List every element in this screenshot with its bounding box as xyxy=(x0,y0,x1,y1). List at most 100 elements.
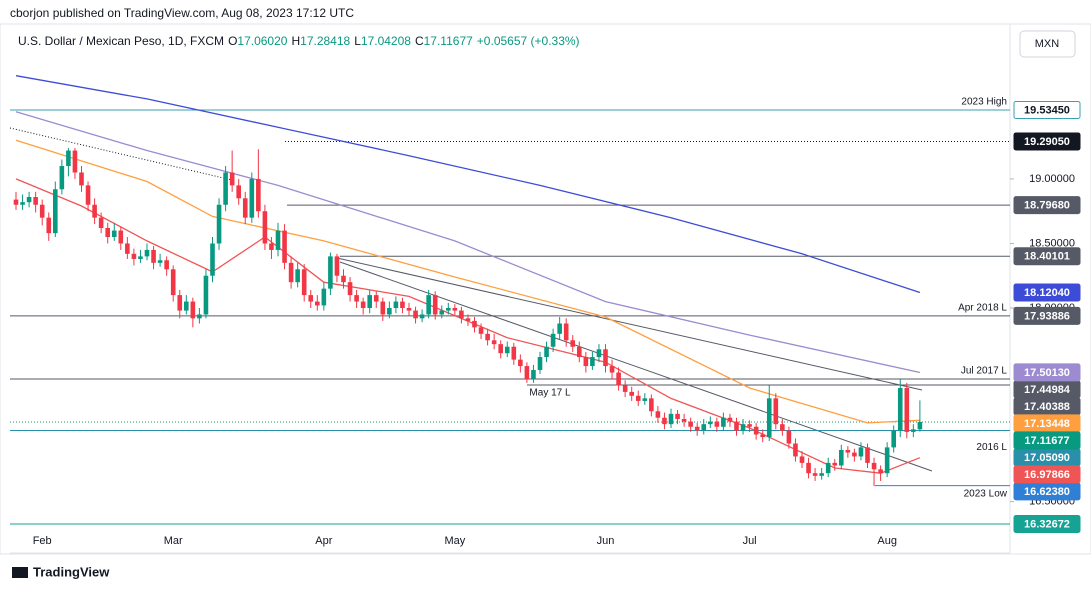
candle-body xyxy=(216,204,222,244)
price-label: 16.97866 xyxy=(1024,469,1070,481)
price-label-box xyxy=(1013,247,1081,266)
candle-body xyxy=(301,269,307,296)
price-label: 18.79680 xyxy=(1024,200,1070,212)
candle-body xyxy=(694,426,700,431)
candle-body xyxy=(432,295,438,315)
candle-body xyxy=(439,310,445,315)
candle-body xyxy=(256,178,261,212)
ohlc-value: 17.11677 xyxy=(424,34,473,48)
candle-body xyxy=(891,430,896,448)
candle-body xyxy=(321,288,327,306)
candle-body xyxy=(315,301,320,306)
logo xyxy=(12,567,28,578)
candle-body xyxy=(465,318,471,321)
candle-body xyxy=(649,398,654,412)
candle-body xyxy=(603,349,608,367)
candle-body xyxy=(839,449,844,466)
candle-body xyxy=(39,204,45,218)
candle-body xyxy=(727,417,733,422)
candle-body xyxy=(380,301,386,315)
candle-body xyxy=(616,372,621,386)
price-label-box xyxy=(1013,431,1081,450)
candle-body xyxy=(46,217,52,234)
candle-body xyxy=(308,295,314,302)
candle-body xyxy=(295,269,300,283)
candle-body xyxy=(550,333,556,347)
symbol: U.S. Dollar / Mexican Peso, 1D, FXCM xyxy=(18,34,224,48)
candle-body xyxy=(806,462,811,474)
candle-body xyxy=(373,295,379,302)
candle-body xyxy=(485,333,490,341)
candle-body xyxy=(904,388,910,432)
candle-body xyxy=(347,282,353,296)
price-label: 19.29050 xyxy=(1024,136,1070,148)
candle-body xyxy=(773,398,779,425)
price-label-box xyxy=(1013,465,1081,484)
change: +0.05657 (+0.33%) xyxy=(477,34,580,48)
x-tick-label: Feb xyxy=(33,535,52,547)
x-tick-label: Mar xyxy=(164,535,183,547)
candle-body xyxy=(747,424,752,427)
candle-body xyxy=(629,391,634,396)
candle-body xyxy=(59,166,65,190)
candle-body xyxy=(184,301,189,311)
price-label: 16.62380 xyxy=(1024,486,1070,498)
candle-body xyxy=(753,426,759,435)
candle-body xyxy=(590,357,595,367)
price-label-box xyxy=(1013,100,1081,119)
candle-body xyxy=(197,314,202,319)
x-tick-label: Apr xyxy=(315,535,332,547)
candle-body xyxy=(478,327,484,334)
ohlc-value: 17.06020 xyxy=(237,34,287,48)
level-note: Apr 2018 L xyxy=(958,303,1007,314)
candle-body xyxy=(577,346,582,358)
price-label-box xyxy=(1013,306,1081,325)
trendline xyxy=(339,261,933,472)
candle-body xyxy=(557,323,562,334)
candle-body xyxy=(662,417,667,425)
candle-body xyxy=(858,447,864,457)
x-tick-label: Aug xyxy=(877,535,897,547)
candle-body xyxy=(884,447,890,474)
candle-body xyxy=(845,449,851,453)
candle-body xyxy=(583,357,589,367)
candle-body xyxy=(269,243,274,250)
candle-body xyxy=(288,262,294,283)
candle-body xyxy=(668,413,674,425)
candle-body xyxy=(446,308,451,311)
candle-body xyxy=(734,421,739,431)
candle-body xyxy=(210,243,215,276)
candle-body xyxy=(596,349,602,358)
x-tick-label: May xyxy=(444,535,465,547)
candle-body xyxy=(642,398,648,401)
candle-body xyxy=(871,462,877,470)
x-tick-label: Jul xyxy=(743,535,757,547)
candle-body xyxy=(498,344,503,354)
candle-body xyxy=(79,172,84,186)
candle-body xyxy=(537,357,543,370)
candle-body xyxy=(98,217,104,228)
price-label-box xyxy=(1013,514,1081,533)
candle-body xyxy=(708,421,713,425)
currency[interactable]: MXN xyxy=(1035,38,1060,50)
price-label: 16.32672 xyxy=(1024,518,1070,530)
price-label: 17.13448 xyxy=(1024,418,1070,430)
candle-body xyxy=(53,189,58,234)
candle-body xyxy=(354,295,359,302)
candle-body xyxy=(249,178,255,218)
candle-body xyxy=(275,230,281,250)
candle-body xyxy=(229,172,235,186)
currency-button[interactable] xyxy=(1019,30,1076,58)
candle-body xyxy=(72,150,78,173)
candle-body xyxy=(721,417,726,427)
candle-body xyxy=(203,275,209,315)
symbol-line: U.S. Dollar / Mexican Peso, 1D, FXCM O17.… xyxy=(18,34,580,48)
candle-body xyxy=(570,340,576,347)
candle-body xyxy=(681,419,687,422)
moving-average xyxy=(15,178,921,474)
candle-body xyxy=(635,395,641,401)
candle-body xyxy=(452,308,458,311)
candle-body xyxy=(111,230,117,238)
candle-body xyxy=(144,249,150,257)
ohlc-key: H xyxy=(291,34,300,48)
